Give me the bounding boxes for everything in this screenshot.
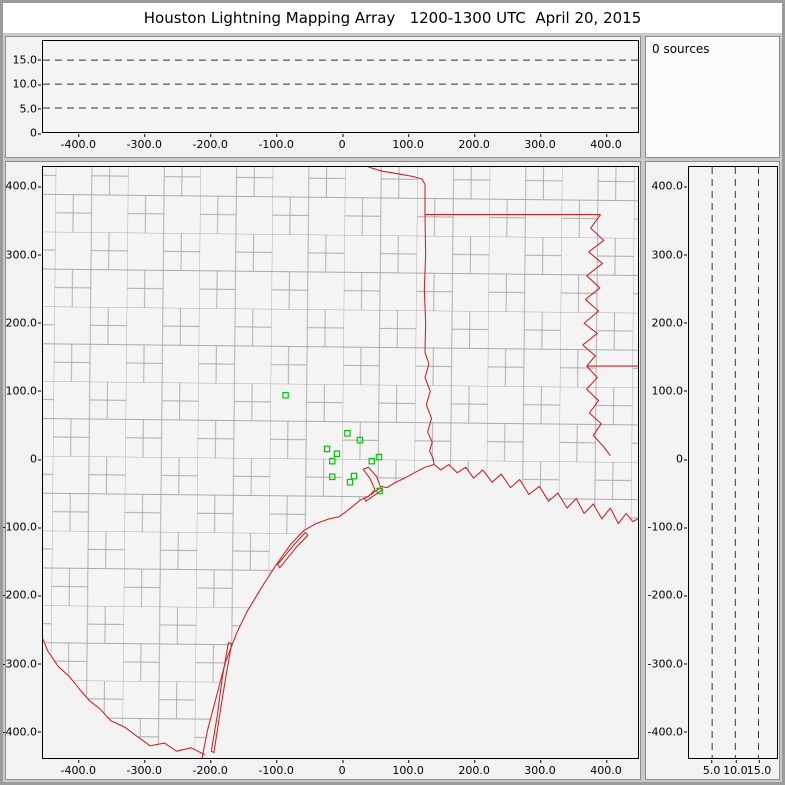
tick-label: -300.0 bbox=[1, 657, 42, 671]
galveston-island bbox=[363, 487, 383, 502]
mexico-area bbox=[43, 639, 205, 758]
altitude-ew-plot bbox=[42, 40, 639, 133]
tick-label: 100.0 bbox=[392, 134, 424, 151]
tick-label: -400.0 bbox=[60, 760, 97, 777]
tick-label: -100.0 bbox=[258, 134, 294, 151]
matagorda-island bbox=[277, 531, 309, 569]
gulf-water bbox=[202, 464, 638, 758]
altitude-ns-panel: 400.0 300.0 200.0 100.0 0 -100.0 -200.0 -300.0 -… bbox=[645, 161, 780, 780]
mississippi-river-border bbox=[582, 214, 605, 367]
tick-label: 5.0 bbox=[702, 760, 721, 777]
altitude-axis-labels-bottom: 5.0 10.0 15.0 bbox=[688, 760, 778, 777]
tick-label: -200.0 bbox=[192, 134, 228, 151]
tick-label: -300.0 bbox=[126, 134, 162, 151]
tick-label: 100.0 bbox=[5, 384, 41, 398]
tick-label: 200.0 bbox=[5, 316, 41, 330]
tick-label: 400.0 bbox=[590, 134, 622, 151]
tick-label: -400.0 bbox=[60, 134, 97, 151]
tick-label: 200.0 bbox=[651, 316, 687, 330]
tick-label: 15.0 bbox=[12, 53, 41, 67]
ns-distance-axis-labels-right: 400.0 300.0 200.0 100.0 0 -100.0 -200.0 -300.0 -… bbox=[646, 166, 688, 759]
altitude-axis-labels: 15.0 10.0 5.0 0 bbox=[6, 40, 41, 140]
red-river-tx-ar-border bbox=[368, 167, 426, 215]
tick-label: 200.0 bbox=[458, 760, 490, 777]
tick-label: -100.0 bbox=[1, 520, 42, 534]
tick-label: 0 bbox=[676, 452, 687, 466]
page-title: Houston Lightning Mapping Array 1200-130… bbox=[143, 9, 642, 27]
tick-label: 400.0 bbox=[590, 760, 622, 777]
lma-station-marker bbox=[282, 391, 289, 399]
tick-label: -200.0 bbox=[1, 588, 42, 602]
plan-view-map bbox=[42, 166, 639, 759]
lma-stations bbox=[282, 391, 383, 495]
tick-label: 300.0 bbox=[524, 760, 556, 777]
state-borders bbox=[43, 167, 638, 758]
tx-la-border bbox=[423, 214, 435, 465]
lma-station-marker bbox=[346, 478, 354, 486]
tick-label: 400.0 bbox=[651, 179, 687, 193]
plan-view-panel: 400.0 300.0 200.0 100.0 0 -100.0 -200.0 -300.0-… bbox=[3, 161, 641, 780]
lma-station-marker bbox=[375, 453, 383, 461]
lma-station-marker bbox=[329, 473, 336, 481]
tick-label: 400.0 bbox=[5, 179, 41, 193]
tick-label: -100.0 bbox=[647, 520, 688, 534]
tick-label: -100.0 bbox=[258, 760, 294, 777]
tick-label: 0 bbox=[30, 452, 41, 466]
lma-station-marker bbox=[368, 457, 375, 465]
tick-label: 0 bbox=[338, 760, 346, 777]
lma-station-marker bbox=[323, 445, 331, 453]
tick-label: 300.0 bbox=[651, 248, 687, 262]
title-bar: Houston Lightning Mapping Array 1200-130… bbox=[3, 3, 782, 33]
rio-grande-border bbox=[43, 638, 205, 756]
tick-label: 0 bbox=[338, 134, 346, 151]
altitude-ns-chart bbox=[711, 167, 759, 758]
lma-station-marker bbox=[350, 472, 358, 480]
sources-panel: 0 sources bbox=[645, 36, 780, 158]
lma-station-marker bbox=[356, 436, 364, 444]
ew-distance-axis-labels-bottom: -400.0 -300.0 -200.0 -100.0 0 100.0 200.0 300.0… bbox=[42, 760, 639, 777]
tick-label: 15.0 bbox=[746, 760, 772, 777]
altitude-ew-chart bbox=[43, 59, 638, 109]
tick-label: 300.0 bbox=[5, 248, 41, 262]
ew-distance-axis-labels: -400.0 -300.0 -200.0 -100.0 0 100.0 200.0 300.0… bbox=[42, 134, 639, 151]
tick-label: -400.0 bbox=[1, 725, 42, 739]
tick-label: 100.0 bbox=[392, 760, 424, 777]
tick-label: 300.0 bbox=[524, 134, 556, 151]
ns-distance-axis-labels: 400.0 300.0 200.0 100.0 0 -100.0 -200.0 -300.0 -… bbox=[3, 166, 42, 759]
tick-label: -300.0 bbox=[126, 760, 162, 777]
lma-station-marker bbox=[344, 429, 351, 437]
tick-label: 10.0 bbox=[723, 760, 748, 777]
lma-station-marker bbox=[329, 457, 336, 465]
tick-label: -400.0 bbox=[647, 725, 688, 739]
tick-label: 10.0 bbox=[12, 77, 41, 91]
lma-station-marker bbox=[376, 487, 383, 495]
lma-station-marker bbox=[333, 450, 341, 457]
basemap bbox=[43, 167, 638, 758]
tick-label: 0 bbox=[30, 126, 41, 140]
tick-label: -200.0 bbox=[192, 760, 228, 777]
mississippi-river-lower bbox=[586, 365, 611, 457]
coastline bbox=[201, 463, 638, 758]
source-count-label: 0 sources bbox=[652, 42, 710, 56]
tick-label: -300.0 bbox=[647, 657, 688, 671]
tick-label: 200.0 bbox=[458, 134, 490, 151]
tick-label: 5.0 bbox=[19, 102, 41, 116]
tick-label: 100.0 bbox=[651, 384, 687, 398]
altitude-ns-plot bbox=[688, 166, 778, 759]
tick-label: -200.0 bbox=[647, 588, 688, 602]
altitude-ew-panel: 15.0 10.0 5.0 0 -400.0 -300.0 -200.0 -100.0 0 10… bbox=[5, 36, 641, 158]
padre-island bbox=[210, 641, 233, 754]
